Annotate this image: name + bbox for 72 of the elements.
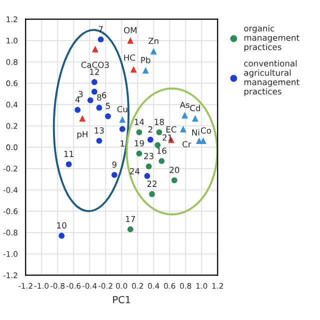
point [119,126,126,132]
annotation: 23 [144,152,154,160]
point [171,177,178,184]
point [158,158,165,164]
point [91,79,98,86]
point [79,115,86,122]
annotation: Cu [117,106,128,112]
point [144,173,150,179]
annotation: Zn [148,38,158,44]
annotation: 8 [97,94,102,101]
point [96,104,102,111]
point [92,46,98,52]
point [147,136,154,143]
annotation: 20 [170,166,180,174]
annotation: Pb [141,56,150,64]
annotation: 22 [147,180,156,187]
annotation: OM [124,27,136,34]
annotation: 16 [157,148,166,154]
point [58,232,65,239]
annotation: 24 [130,168,140,174]
annotation: 9 [112,161,116,168]
annotation: 21 [162,134,172,141]
annotation: 7 [98,26,103,32]
annotation: 11 [64,150,74,157]
point [180,126,186,132]
point [98,36,104,42]
annotation: 2 [148,126,152,132]
point [87,97,94,104]
annotation: As [180,102,190,108]
point [154,142,161,148]
annotation: Cr [182,141,192,148]
annotation: 1 [120,140,124,147]
legend-label: organic management practices [244,25,300,52]
point [127,226,134,232]
point [119,116,126,123]
annotation: 6 [102,92,106,98]
annotation: 10 [57,222,66,229]
point [150,48,157,54]
point [149,191,155,198]
point [136,150,142,157]
point [182,112,188,118]
annotation: 12 [90,68,99,75]
annotation: pH [77,131,88,139]
point [127,37,134,44]
point [136,129,142,136]
annotation: Cd [190,104,200,112]
annotation: CaCO3 [81,62,109,68]
point [156,129,162,136]
point [91,88,98,95]
point [74,106,81,113]
point [142,67,149,74]
point [130,66,137,73]
point [146,163,152,170]
annotation: 4 [75,96,80,103]
annotation: Ni [192,129,200,136]
x-axis-title: PC1 [113,296,130,304]
annotation: EC [166,126,176,133]
point [66,161,72,168]
point [96,138,102,144]
annotation: 17 [126,216,135,222]
annotation: 18 [154,118,164,126]
annotation: 13 [94,127,104,134]
annotation: Co [200,127,211,134]
point [105,113,111,120]
annotation: HC [124,54,136,61]
point [111,172,118,178]
point [192,115,198,122]
legend-label: conventional agricultural management practices [244,60,300,96]
annotation: 3 [78,90,83,98]
annotation: 5 [106,102,110,110]
annotation: 14 [134,118,144,125]
annotation: 19 [134,140,144,146]
